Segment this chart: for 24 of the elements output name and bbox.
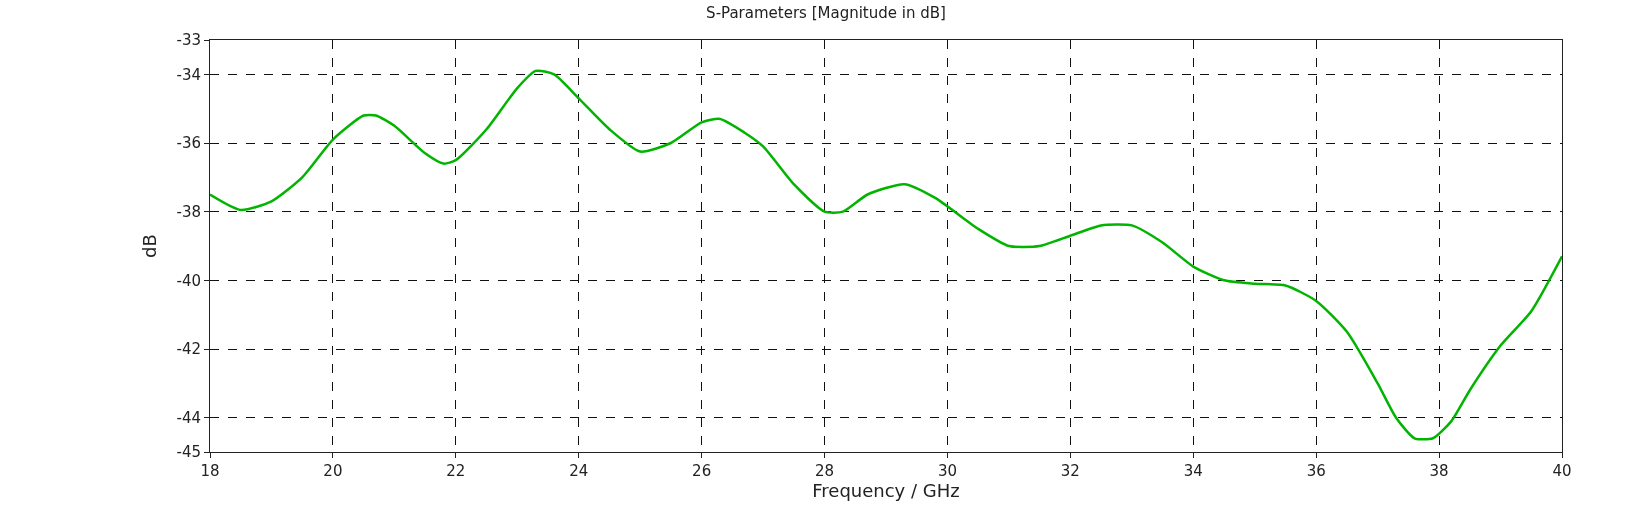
y-tick-label: -40 <box>176 271 201 290</box>
x-tick-label: 20 <box>323 462 343 480</box>
x-tick-label: 22 <box>446 462 466 480</box>
y-tick-label: -42 <box>176 340 201 359</box>
chart-title: S-Parameters [Magnitude in dB] <box>706 4 946 23</box>
y-tick-label: -33 <box>176 31 201 50</box>
y-axis-title: dB <box>138 234 160 258</box>
x-tick-label: 38 <box>1429 462 1449 480</box>
x-tick-label: 26 <box>692 462 712 480</box>
line-series <box>210 69 1562 441</box>
x-tick-label: 24 <box>569 462 589 480</box>
y-tick-label: -44 <box>176 408 201 427</box>
x-tick-label: 36 <box>1306 462 1326 480</box>
y-tick-label: -38 <box>176 202 201 221</box>
x-tick-label: 18 <box>200 462 220 480</box>
x-tick-label: 30 <box>937 462 957 480</box>
x-tick-label: 28 <box>815 462 835 480</box>
x-tick-label: 32 <box>1060 462 1080 480</box>
y-tick-label: -45 <box>176 443 201 462</box>
y-tick-label: -34 <box>176 65 201 84</box>
x-axis-title: Frequency / GHz <box>812 480 960 501</box>
y-tick-label: -36 <box>176 134 201 153</box>
x-tick-label: 34 <box>1183 462 1203 480</box>
x-tick-label: 40 <box>1552 462 1572 480</box>
